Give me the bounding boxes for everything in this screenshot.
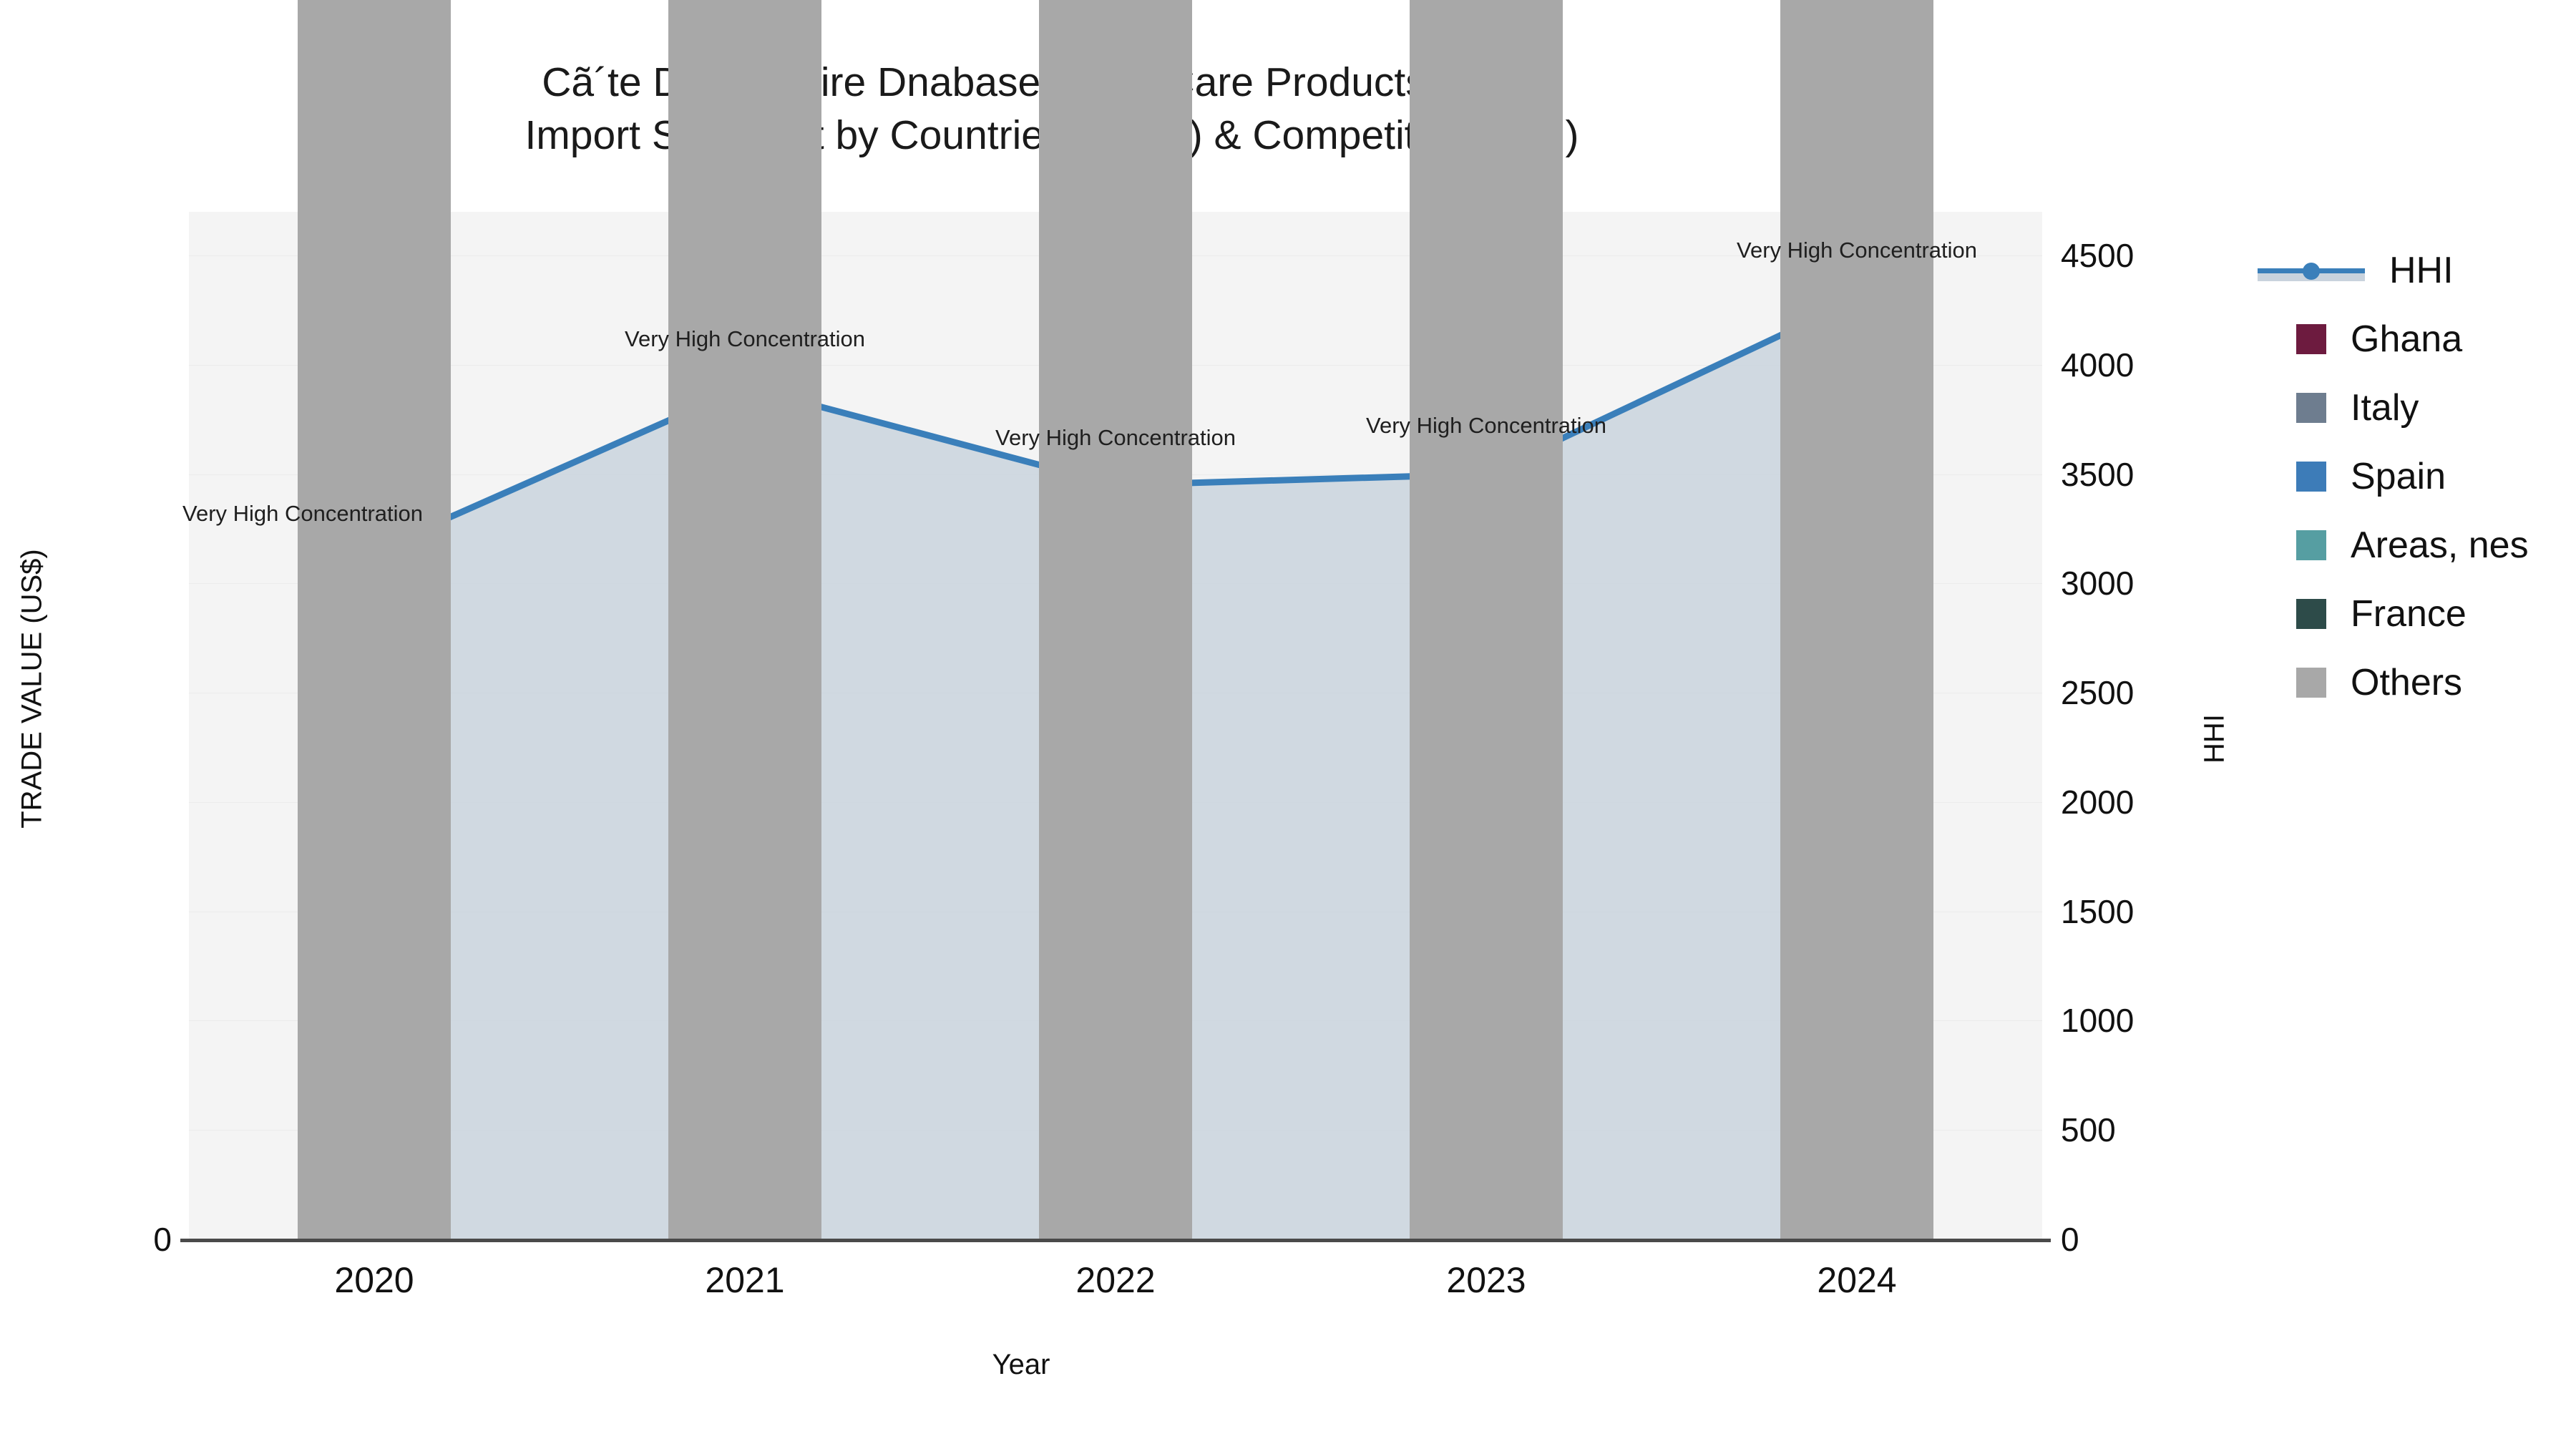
chart-legend: HHI Ghana Italy Spain Areas, nes France Others	[2258, 236, 2529, 717]
x-axis-tick-label: 2021	[705, 1260, 785, 1300]
x-axis-ticks: 2020 2021 2022 2023 2024	[189, 0, 2042, 1449]
hhi-annotation-label: Very High Concentration	[1365, 412, 1607, 438]
y-axis-right-tick-label: 2500	[2061, 674, 2135, 712]
legend-item[interactable]: Others	[2258, 648, 2529, 717]
y-axis-left-ticks: 02M4M6M8M10M	[43, 212, 172, 1258]
bar-group[interactable]	[1039, 0, 1192, 1239]
legend-item[interactable]: Spain	[2258, 442, 2529, 511]
legend-item-label: France	[2351, 593, 2467, 635]
legend-item[interactable]: HHI	[2258, 236, 2529, 305]
bar-segment[interactable]	[298, 0, 451, 1239]
bar-segment[interactable]	[1410, 0, 1563, 1239]
legend-color-swatch	[2296, 668, 2326, 698]
legend-color-swatch	[2296, 599, 2326, 629]
x-axis-title: Year	[992, 1349, 1050, 1380]
legend-item-label: Spain	[2351, 456, 2446, 497]
bar-group[interactable]	[1410, 0, 1563, 1239]
stacked-bars-layer	[189, 0, 2042, 1239]
legend-line-key-icon	[2258, 255, 2365, 286]
legend-color-swatch	[2296, 393, 2326, 423]
y-axis-right-tick-label: 500	[2061, 1111, 2116, 1149]
y-axis-left-title: TRADE VALUE (US$)	[16, 549, 48, 829]
legend-item-label: HHI	[2389, 250, 2454, 291]
hhi-annotation-label: Very High Concentration	[182, 500, 424, 526]
bar-segment[interactable]	[668, 0, 821, 1239]
y-axis-right-tick-label: 3000	[2061, 565, 2135, 602]
y-axis-right-tick-label: 3500	[2061, 455, 2135, 493]
bar-segment[interactable]	[1039, 0, 1192, 1239]
annotations-layer: Very High Concentration Very High Concent…	[182, 212, 2042, 1239]
y-axis-right-tick-label: 1500	[2061, 892, 2135, 930]
y-axis-right-tick-label: 2000	[2061, 783, 2135, 821]
bar-group[interactable]	[298, 0, 451, 1239]
legend-item[interactable]: Ghana	[2258, 305, 2529, 374]
bar-group[interactable]	[1780, 0, 1933, 1239]
legend-item-label: Areas, nes	[2351, 525, 2529, 566]
x-axis-tick-label: 2024	[1817, 1260, 1897, 1300]
legend-item[interactable]: France	[2258, 580, 2529, 648]
legend-item-label: Others	[2351, 662, 2463, 703]
hhi-annotation-label: Very High Concentration	[624, 326, 866, 352]
y-axis-right-ticks: 0 500 1000 1500 2000 2500 3000 3500 4000 4500	[2061, 212, 2218, 1258]
y-axis-right-tick-label: 0	[2061, 1221, 2079, 1258]
legend-item-label: Italy	[2351, 387, 2419, 429]
hhi-annotation-label: Very High Concentration	[1736, 238, 1978, 263]
legend-color-swatch	[2296, 530, 2326, 560]
y-axis-right-tick-label: 4500	[2061, 237, 2135, 275]
legend-item-label: Ghana	[2351, 318, 2463, 360]
x-axis-tick-label: 2020	[334, 1260, 414, 1300]
y-axis-right-tick-label: 4000	[2061, 346, 2135, 384]
legend-item[interactable]: Areas, nes	[2258, 511, 2529, 580]
y-axis-right-title: HHI	[2198, 714, 2230, 763]
x-axis-tick-label: 2023	[1446, 1260, 1526, 1300]
legend-color-swatch	[2296, 324, 2326, 354]
y-axis-right-tick-label: 1000	[2061, 1002, 2135, 1040]
x-axis-tick-label: 2022	[1075, 1260, 1156, 1300]
hhi-annotation-label: Very High Concentration	[995, 424, 1236, 450]
legend-color-swatch	[2296, 462, 2326, 492]
bar-group[interactable]	[668, 0, 821, 1239]
y-axis-left-tick-label: 0	[153, 1221, 172, 1258]
legend-marker-dot-icon	[2303, 263, 2320, 280]
legend-item[interactable]: Italy	[2258, 374, 2529, 442]
bar-segment[interactable]	[1780, 0, 1933, 1239]
x-axis-line	[180, 1239, 2051, 1242]
